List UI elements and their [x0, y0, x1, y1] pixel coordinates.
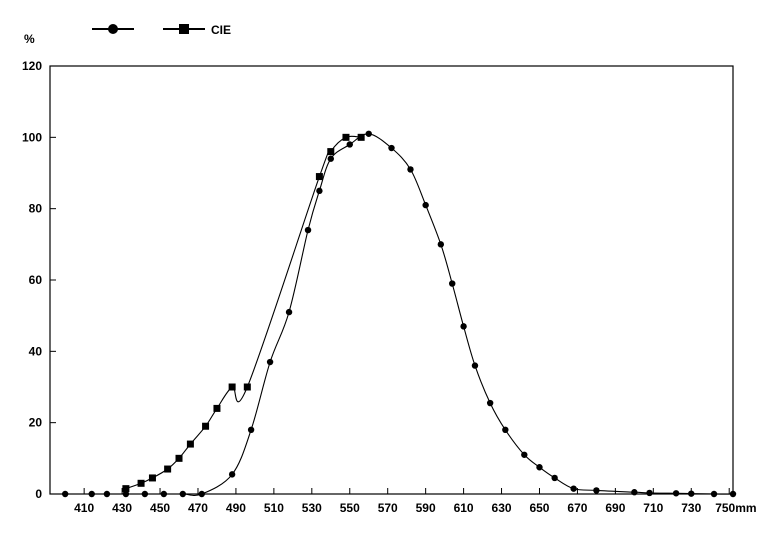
- data-point-circle: [228, 471, 236, 478]
- axes: [49, 65, 734, 495]
- data-point-square: [186, 440, 194, 448]
- data-point-circle: [672, 490, 680, 497]
- x-tick-label: 730: [681, 501, 701, 515]
- x-tick-label: 590: [416, 501, 436, 515]
- data-point-circle: [388, 144, 395, 152]
- y-tick-label: 40: [29, 344, 43, 358]
- data-point-square: [137, 479, 145, 487]
- data-point-circle: [247, 426, 255, 433]
- plot-frame: [49, 65, 734, 495]
- data-point-circle: [160, 490, 168, 498]
- series-2: [122, 133, 365, 493]
- data-point-square: [357, 133, 365, 141]
- data-point-square: [175, 454, 183, 462]
- data-point-circle: [346, 141, 353, 148]
- data-point-circle: [593, 487, 600, 494]
- data-point-circle: [179, 490, 187, 498]
- legend-marker-2: [179, 24, 189, 34]
- data-point-circle: [631, 489, 638, 496]
- data-point-circle: [266, 358, 274, 366]
- data-point-square: [213, 404, 221, 412]
- y-tick-label: 80: [29, 202, 43, 216]
- data-point-circle: [460, 323, 467, 330]
- x-tick-label: 650: [529, 501, 549, 515]
- data-point-circle: [304, 226, 312, 234]
- data-point-circle: [536, 464, 543, 471]
- x-tick-label: 490: [226, 501, 246, 515]
- data-point-square: [164, 465, 172, 473]
- data-point-circle: [486, 399, 494, 407]
- series-line: [125, 135, 362, 490]
- data-point-circle: [437, 241, 445, 248]
- y-axis-ticks: 0 20 40 60 80 100 120: [22, 59, 56, 501]
- x-tick-label: 750mm: [715, 501, 756, 515]
- data-point-circle: [471, 362, 479, 369]
- legend-label-cie: CIE: [211, 23, 231, 37]
- x-tick-label: 710: [643, 501, 663, 515]
- legend-marker-1: [108, 24, 118, 34]
- data-point-circle: [570, 485, 577, 492]
- data-point-circle: [551, 474, 558, 482]
- series-1: [61, 130, 737, 498]
- data-point-circle: [521, 451, 528, 458]
- x-tick-label: 410: [74, 501, 94, 515]
- data-point-circle: [316, 187, 323, 195]
- y-tick-label: 120: [22, 59, 42, 73]
- legend: CIE: [92, 23, 231, 37]
- data-point-square: [327, 148, 335, 156]
- x-axis-ticks: 410 430 450 470 490 510 530 550 570 590 610 630 650 6…: [74, 488, 757, 515]
- data-point-circle: [422, 201, 429, 209]
- y-tick-label: 60: [29, 273, 43, 287]
- data-point-circle: [285, 308, 293, 316]
- series-layer: [61, 130, 737, 498]
- data-point-circle: [198, 490, 205, 498]
- x-tick-label: 430: [112, 501, 132, 515]
- data-point-circle: [61, 490, 69, 498]
- data-point-circle: [502, 426, 509, 433]
- x-tick-label: 510: [264, 501, 284, 515]
- x-tick-label: 690: [605, 501, 625, 515]
- data-point-square: [315, 173, 323, 181]
- y-tick-label: 100: [22, 130, 42, 144]
- data-point-circle: [122, 490, 130, 498]
- data-point-square: [342, 133, 350, 141]
- data-point-square: [122, 485, 130, 493]
- data-point-circle: [646, 489, 653, 497]
- data-point-circle: [141, 490, 149, 498]
- x-tick-label: 570: [378, 501, 398, 515]
- data-point-circle: [688, 490, 695, 497]
- data-point-square: [148, 474, 156, 482]
- data-point-circle: [103, 490, 111, 498]
- x-tick-label: 450: [150, 501, 170, 515]
- y-tick-label: 20: [29, 416, 43, 430]
- data-point-circle: [88, 490, 95, 498]
- x-tick-label: 630: [492, 501, 512, 515]
- data-point-square: [243, 383, 251, 391]
- data-point-circle: [449, 280, 456, 287]
- data-point-circle: [729, 490, 737, 498]
- y-unit-label: %: [24, 32, 35, 46]
- y-tick-label: 0: [35, 487, 42, 501]
- x-tick-label: 530: [302, 501, 322, 515]
- x-tick-label: 470: [188, 501, 208, 515]
- data-point-square: [228, 383, 236, 391]
- data-point-circle: [710, 490, 718, 498]
- x-tick-label: 670: [567, 501, 587, 515]
- data-point-circle: [365, 130, 372, 137]
- data-point-square: [202, 422, 210, 430]
- series-line: [65, 133, 734, 497]
- x-tick-label: 610: [454, 501, 474, 515]
- x-tick-label: 550: [340, 501, 360, 515]
- data-point-circle: [407, 166, 414, 173]
- data-point-circle: [327, 155, 334, 162]
